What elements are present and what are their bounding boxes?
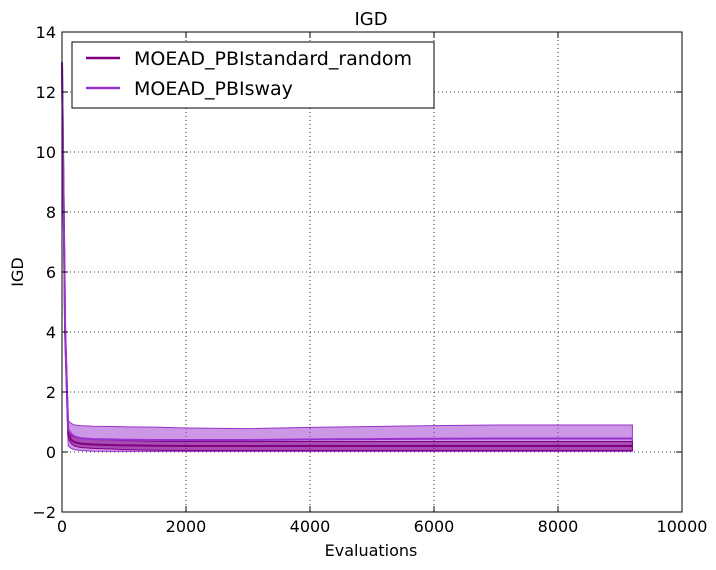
chart-title: IGD	[354, 9, 387, 30]
x-tick-label: 8000	[538, 517, 579, 536]
x-tick-label: 2000	[166, 517, 207, 536]
legend-label: MOEAD_PBIsway	[134, 78, 293, 100]
legend: MOEAD_PBIstandard_random MOEAD_PBIsway	[71, 41, 435, 109]
y-tick-label: 14	[36, 23, 56, 42]
y-tick-label: 2	[46, 383, 56, 402]
x-tick-label: 10000	[657, 517, 708, 536]
y-tick-label: 8	[46, 203, 56, 222]
x-tick-label: 6000	[414, 517, 455, 536]
y-tick-label: −2	[32, 503, 56, 522]
legend-label: MOEAD_PBIstandard_random	[134, 48, 412, 70]
legend-box	[71, 41, 435, 109]
y-tick-label: 0	[46, 443, 56, 462]
series-lines	[61, 61, 633, 447]
y-tick-label: 12	[36, 83, 56, 102]
x-tick-label: 0	[57, 517, 67, 536]
y-tick-label: 4	[46, 323, 56, 342]
grid-lines	[62, 32, 682, 512]
y-tick-label: 6	[46, 263, 56, 282]
x-axis-label: Evaluations	[325, 541, 418, 560]
y-axis-label: IGD	[8, 257, 27, 286]
series-line	[61, 61, 633, 447]
y-tick-label: 10	[36, 143, 56, 162]
x-tick-label: 4000	[290, 517, 331, 536]
series-line	[61, 61, 633, 441]
